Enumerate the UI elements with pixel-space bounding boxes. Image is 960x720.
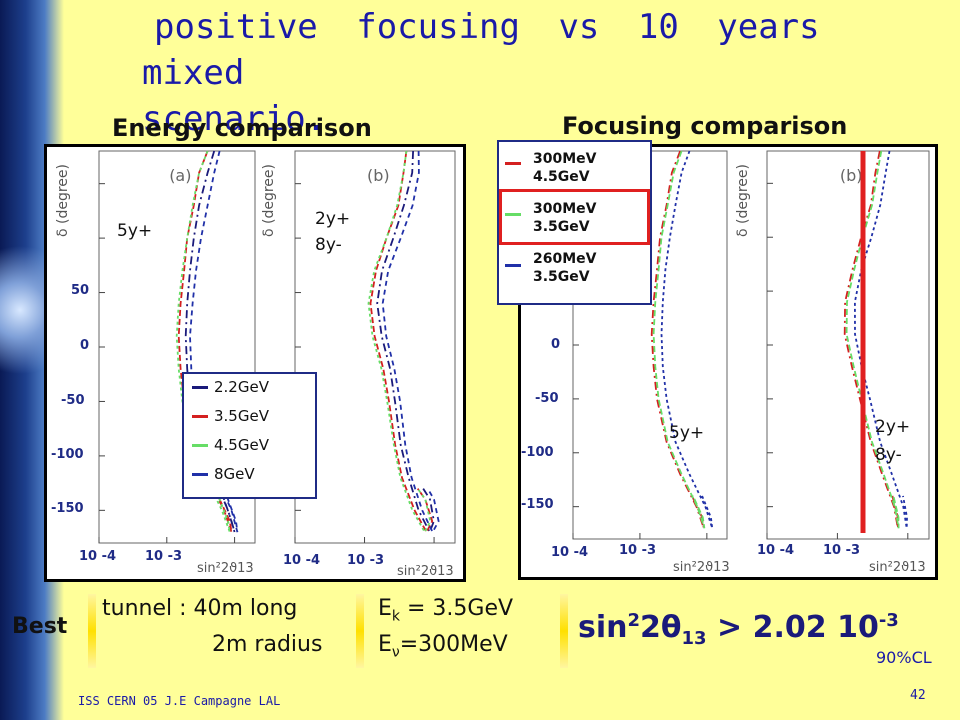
series-line [381,150,440,535]
yellow-bar [356,594,364,668]
yellow-bar [88,594,96,668]
ek-symbol: E [378,596,392,621]
energy-ytick: 0 [80,338,90,353]
result-exp: -3 [878,610,899,631]
legend-label: 3.5GeV [533,219,590,235]
energy-ytick: -100 [51,447,84,462]
tunnel-line-2: 2m radius [212,632,323,657]
legend-label: 3.5GeV [214,407,269,425]
result-mid: 2θ [640,610,682,645]
ek-value: = 3.5GeV [400,596,514,621]
energy-panel: (a) (b) δ (degree) δ (degree) sin²2ϑ13 sin²2ϑ… [44,144,466,582]
focusing-label-2y: 2y+ [875,417,911,437]
legend-swatch [192,473,208,476]
series-line [367,150,432,535]
legend-swatch [192,386,208,389]
subplot-label: (b) [367,166,390,185]
legend-label: 260MeV [533,251,597,267]
enu-value: =300MeV [399,632,508,657]
legend-item: 4.5GeV [192,436,269,454]
focusing-xtick-a-1: 10 -4 [551,545,589,560]
energy-label-2y: 2y+ [315,209,351,229]
legend-swatch [505,162,521,165]
footer-text: ISS CERN 05 J.E Campagne LAL [78,694,281,708]
x-axis-label: sin²2ϑ13 [673,560,730,575]
legend-item: 300MeV 4.5GeV [533,150,597,186]
legend-swatch [505,213,521,216]
legend-item: 260MeV 3.5GeV [533,250,597,286]
focusing-label-5y: 5y+ [669,423,705,443]
energy-label-8y: 8y- [315,235,342,255]
energy-chart-svg: (a) (b) δ (degree) δ (degree) sin²2ϑ13 sin²2ϑ… [55,150,456,579]
legend-label: 8GeV [214,465,255,483]
focusing-ytick: -50 [535,391,559,406]
focusing-legend: 300MeV 4.5GeV 300MeV 3.5GeV 260MeV 3.5GeV [497,140,652,305]
focusing-legend-highlight [499,189,650,245]
energy-ytick: 50 [71,283,90,298]
energy-xtick-b-1: 10 -4 [283,553,321,568]
focusing-panel-title: Focusing comparison [562,112,848,140]
focusing-ytick: 0 [551,337,561,352]
focusing-ytick: -150 [521,497,554,512]
yellow-bar [560,594,568,668]
legend-swatch [505,264,521,267]
enu-subscript: ν [391,644,400,661]
legend-swatch [192,444,208,447]
legend-label: 4.5GeV [214,436,269,454]
energy-panel-title: Energy comparison [112,114,372,142]
energy-ytick: -150 [51,501,84,516]
energy-ytick: -50 [61,393,85,408]
slide-title: positive focusing vs 10 years mixed scen… [142,4,942,142]
legend-swatch [192,415,208,418]
focusing-xtick-b-1: 10 -4 [757,543,795,558]
title-line-2: scenario. [142,99,327,139]
legend-item: 300MeV 3.5GeV [533,200,597,236]
enu-text: Eν=300MeV [378,632,508,660]
result-text: sin22θ13 > 2.02 10-3 [578,610,899,649]
series-line [845,150,900,529]
series-line [660,150,714,529]
energy-xtick-a-1: 10 -4 [79,549,117,564]
energy-legend: 2.2GeV 3.5GeV 4.5GeV 8GeV [182,372,317,499]
x-axis-label: sin²2ϑ13 [869,560,926,575]
focusing-ytick: -100 [521,445,554,460]
energy-xtick-b-2: 10 -3 [347,553,385,568]
legend-label: 3.5GeV [533,269,590,285]
series-line [175,150,231,533]
series-line [652,150,706,529]
ek-text: Ek = 3.5GeV [378,596,513,624]
result-sub: 13 [681,628,707,649]
legend-label: 4.5GeV [533,169,590,185]
x-axis-label: sin²2ϑ13 [397,564,454,579]
focusing-xtick-a-2: 10 -3 [619,543,657,558]
legend-item: 3.5GeV [192,407,269,425]
subplot-label: (b) [840,166,863,185]
focusing-xtick-b-2: 10 -3 [823,543,861,558]
legend-label: 2.2GeV [214,378,269,396]
energy-xtick-a-2: 10 -3 [145,549,183,564]
cl-label: 90%CL [876,648,932,667]
x-axis-label: sin²2ϑ13 [197,561,254,576]
series-line [376,150,435,535]
page-number: 42 [910,688,926,703]
best-label: Best [12,614,68,639]
legend-label: 300MeV [533,151,597,167]
subplot-label: (a) [169,166,191,185]
y-axis-label: δ (degree) [261,164,277,237]
enu-symbol: E [378,632,392,657]
energy-label-5y: 5y+ [117,221,153,241]
result-prefix: sin [578,610,628,645]
legend-item: 8GeV [192,465,255,483]
ek-subscript: k [391,608,401,625]
title-line-1: positive focusing vs 10 years mixed [142,7,820,93]
y-axis-label: δ (degree) [55,164,71,237]
focusing-label-8y: 8y- [875,445,902,465]
legend-item: 2.2GeV [192,378,269,396]
y-axis-label: δ (degree) [735,164,751,237]
subplot-frame [294,150,456,544]
result-value: > 2.02 10 [706,610,879,645]
result-sup: 2 [627,610,641,631]
tunnel-line-1: tunnel : 40m long [102,596,298,621]
legend-label: 300MeV [533,201,597,217]
